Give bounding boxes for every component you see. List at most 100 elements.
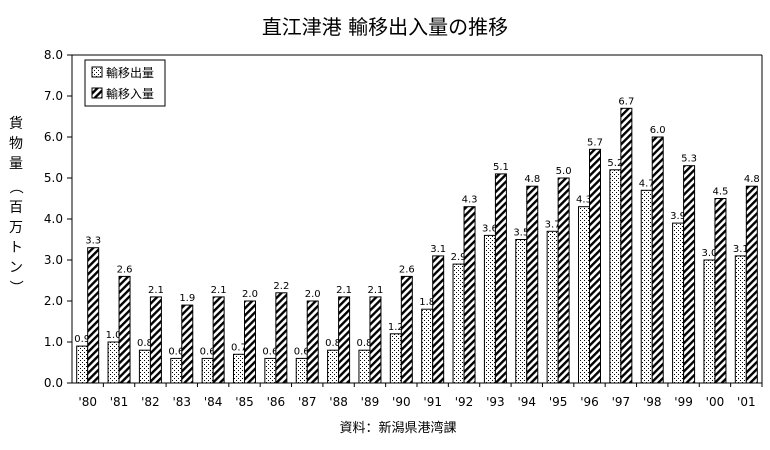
bar-value-label: 0.8 [325, 338, 341, 349]
bar-value-label: 4.3 [576, 195, 592, 206]
bar-value-label: 4.8 [744, 174, 760, 185]
y-tick-label: 4.0 [44, 212, 63, 226]
bar-value-label: 4.5 [713, 187, 729, 198]
y-tick-label: 1.0 [44, 335, 63, 349]
bar-value-label: 2.1 [368, 285, 384, 296]
bar-value-label: 6.0 [650, 125, 666, 136]
import-bar [181, 304, 194, 384]
export-bar [358, 349, 371, 384]
bar-value-label: 5.2 [607, 158, 623, 169]
x-tick-label: '96 [580, 395, 599, 409]
export-bar [107, 341, 120, 384]
x-tick-label: '90 [392, 395, 411, 409]
import-bar [589, 148, 601, 384]
x-tick-label: '89 [361, 395, 380, 409]
y-axis-label-char: ト [9, 240, 23, 256]
source-note: 資料：新潟県港湾課 [339, 420, 456, 436]
y-axis-ticks: 0.0 1.0 2.0 3.0 4.0 5.0 6.0 7.0 8.0 [44, 48, 72, 390]
x-tick-label: '91 [423, 395, 442, 409]
legend-label-export: 輸移出量 [106, 65, 154, 80]
x-tick-label: '84 [204, 395, 223, 409]
bar-value-label: 6.7 [618, 96, 634, 107]
import-bar [526, 185, 539, 384]
export-bar [201, 357, 214, 384]
import-bar [432, 255, 445, 384]
import-bar [212, 296, 225, 384]
x-tick-label: '81 [110, 395, 129, 409]
bars: 0.9 3.3 1.0 2.6 0.8 2.1 0.6 1.9 0.6 2.1 0.7 2.0 0.6 2… [74, 96, 760, 384]
y-tick-label: 3.0 [44, 253, 63, 267]
x-tick-label: '87 [298, 395, 317, 409]
x-tick-label: '97 [612, 395, 631, 409]
import-bar [463, 206, 476, 384]
import-bar [244, 300, 256, 384]
legend-swatch-export [91, 66, 103, 78]
import-bar [275, 292, 288, 384]
x-tick-label: '98 [643, 395, 662, 409]
x-tick-label: '94 [517, 395, 536, 409]
import-bar [369, 296, 382, 384]
import-bar [651, 136, 664, 384]
export-bar [76, 345, 89, 384]
bar-value-label: 2.6 [117, 264, 133, 275]
bar-value-label: 1.2 [388, 322, 404, 333]
import-bar [557, 177, 570, 384]
x-tick-label: '92 [455, 395, 474, 409]
bar-value-label: 2.9 [451, 252, 467, 263]
x-tick-label: '95 [549, 395, 568, 409]
x-tick-label: '86 [267, 395, 286, 409]
bar-value-label: 0.9 [74, 334, 90, 345]
export-bar [672, 222, 685, 384]
bar-value-label: 0.6 [294, 346, 310, 357]
x-tick-label: '83 [172, 395, 191, 409]
x-tick-label: '99 [674, 395, 693, 409]
export-bar [578, 206, 590, 384]
bar-value-label: 2.0 [242, 289, 258, 300]
y-axis-label-char: 百 [9, 200, 23, 216]
bar-value-label: 2.0 [305, 289, 321, 300]
bar-value-label: 2.6 [399, 264, 415, 275]
y-axis-label-char: 物 [9, 136, 23, 152]
bar-value-label: 3.7 [545, 219, 561, 230]
bar-value-label: 0.6 [262, 346, 278, 357]
bar-value-label: 3.1 [733, 244, 749, 255]
bar-value-label: 4.3 [462, 195, 478, 206]
bar-value-label: 2.1 [148, 285, 164, 296]
export-bar [515, 239, 528, 384]
bar-value-label: 3.0 [702, 248, 718, 259]
export-bar [295, 357, 308, 384]
bar-value-label: 2.1 [211, 285, 227, 296]
import-bar [714, 198, 727, 384]
bar-value-label: 3.6 [482, 223, 498, 234]
y-tick-label: 2.0 [44, 294, 63, 308]
x-tick-label: '93 [486, 395, 505, 409]
legend-swatch-import [91, 87, 103, 99]
import-bar [620, 107, 633, 384]
bar-value-label: 1.9 [179, 293, 195, 304]
y-tick-label: 6.0 [44, 130, 63, 144]
export-bar [327, 349, 340, 384]
bar-value-label: 0.8 [357, 338, 373, 349]
export-bar [170, 357, 183, 384]
y-axis-label-char: （ [7, 180, 23, 194]
x-tick-label: '00 [706, 395, 725, 409]
x-tick-label: '85 [235, 395, 254, 409]
export-bar [734, 255, 747, 384]
export-bar [138, 349, 151, 384]
chart-title: 直江津港 輸移出入量の推移 [262, 15, 508, 39]
export-bar [233, 353, 245, 384]
y-axis-label-char: ン [9, 260, 23, 276]
import-bar [683, 165, 696, 384]
bar-value-label: 1.0 [106, 330, 122, 341]
x-tick-label: '82 [141, 395, 160, 409]
bar-value-label: 4.8 [524, 174, 540, 185]
export-bar [264, 357, 277, 384]
y-tick-label: 0.0 [44, 376, 63, 390]
x-axis-ticks: '80 '81 '82 '83 '84 '85 '86 '87 '88 '89 '90 '91 '92 '… [78, 383, 763, 409]
import-bar [118, 275, 131, 384]
export-bar [609, 169, 622, 384]
export-bar [546, 230, 559, 384]
import-bar [87, 247, 100, 384]
